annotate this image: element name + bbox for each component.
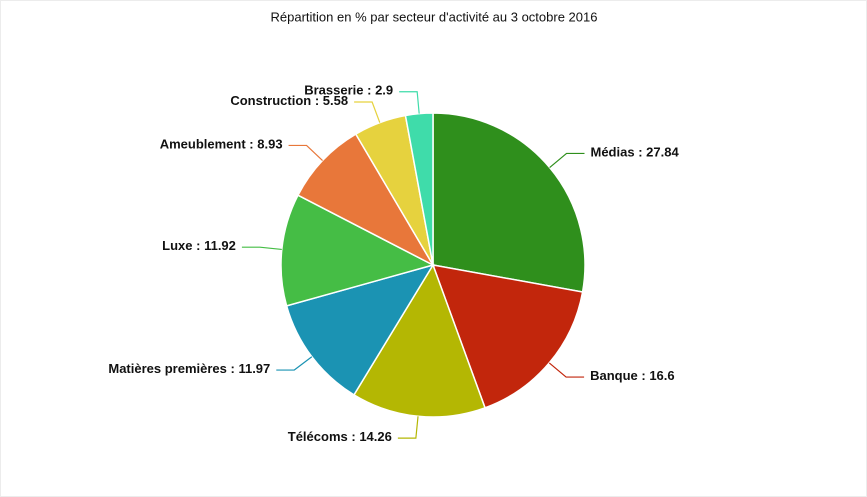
slice-label-separator: : [246,137,258,152]
slice-label-separator: : [193,239,205,254]
pie-slice [285,263,435,396]
slice-label-name: Médias [591,145,635,160]
leader-line [397,416,419,439]
slice-label-separator: : [348,430,360,445]
slice-label-separator: : [635,145,647,160]
slice-label: Construction : 5.58 [230,93,348,108]
leader-line [276,356,313,371]
slice-label-value: 11.97 [238,361,270,376]
pie-slice [432,112,586,293]
slice-label-name: Luxe [162,239,192,254]
slice-label-value: 11.92 [204,239,236,254]
leader-line [354,101,381,123]
slice-label-value: 2.9 [375,83,393,98]
slice-label-separator: : [227,361,239,376]
chart-title: Répartition en % par secteur d'activité … [271,9,598,24]
slice-label-value: 14.26 [359,430,392,445]
slice-label-name: Brasserie [304,83,363,98]
pie-slice [296,133,435,267]
slice-label-name: Ameublement [160,137,247,152]
slice-label-separator: : [364,83,376,98]
slice-label-value: 8.93 [257,137,282,152]
slice-label: Luxe : 11.92 [162,239,236,254]
leader-line [549,152,585,168]
pie-slice [352,263,486,418]
slice-label-name: Construction [230,93,311,108]
slice-label: Télécoms : 14.26 [288,430,392,445]
leader-line [288,144,323,162]
slice-label: Médias : 27.84 [591,145,680,160]
slice-label-value: 5.58 [323,93,348,108]
slice-label-name: Matières premières [108,361,227,376]
slice-label: Brasserie : 2.9 [304,83,393,98]
leader-line [548,362,585,378]
slice-label-separator: : [311,93,323,108]
pie-slice [280,194,436,307]
leader-line [241,246,282,251]
pie-slice [431,264,584,409]
slice-label-value: 27.84 [646,145,679,160]
leader-line [399,91,420,114]
slice-label-name: Télécoms [288,430,348,445]
slice-label: Matières premières : 11.97 [108,361,270,376]
slice-label: Ameublement : 8.93 [160,137,283,152]
slice-label-value: 16.6 [649,369,674,384]
slice-label-name: Banque [590,369,638,384]
slice-label-separator: : [638,369,650,384]
slice-label: Banque : 16.6 [590,369,675,384]
